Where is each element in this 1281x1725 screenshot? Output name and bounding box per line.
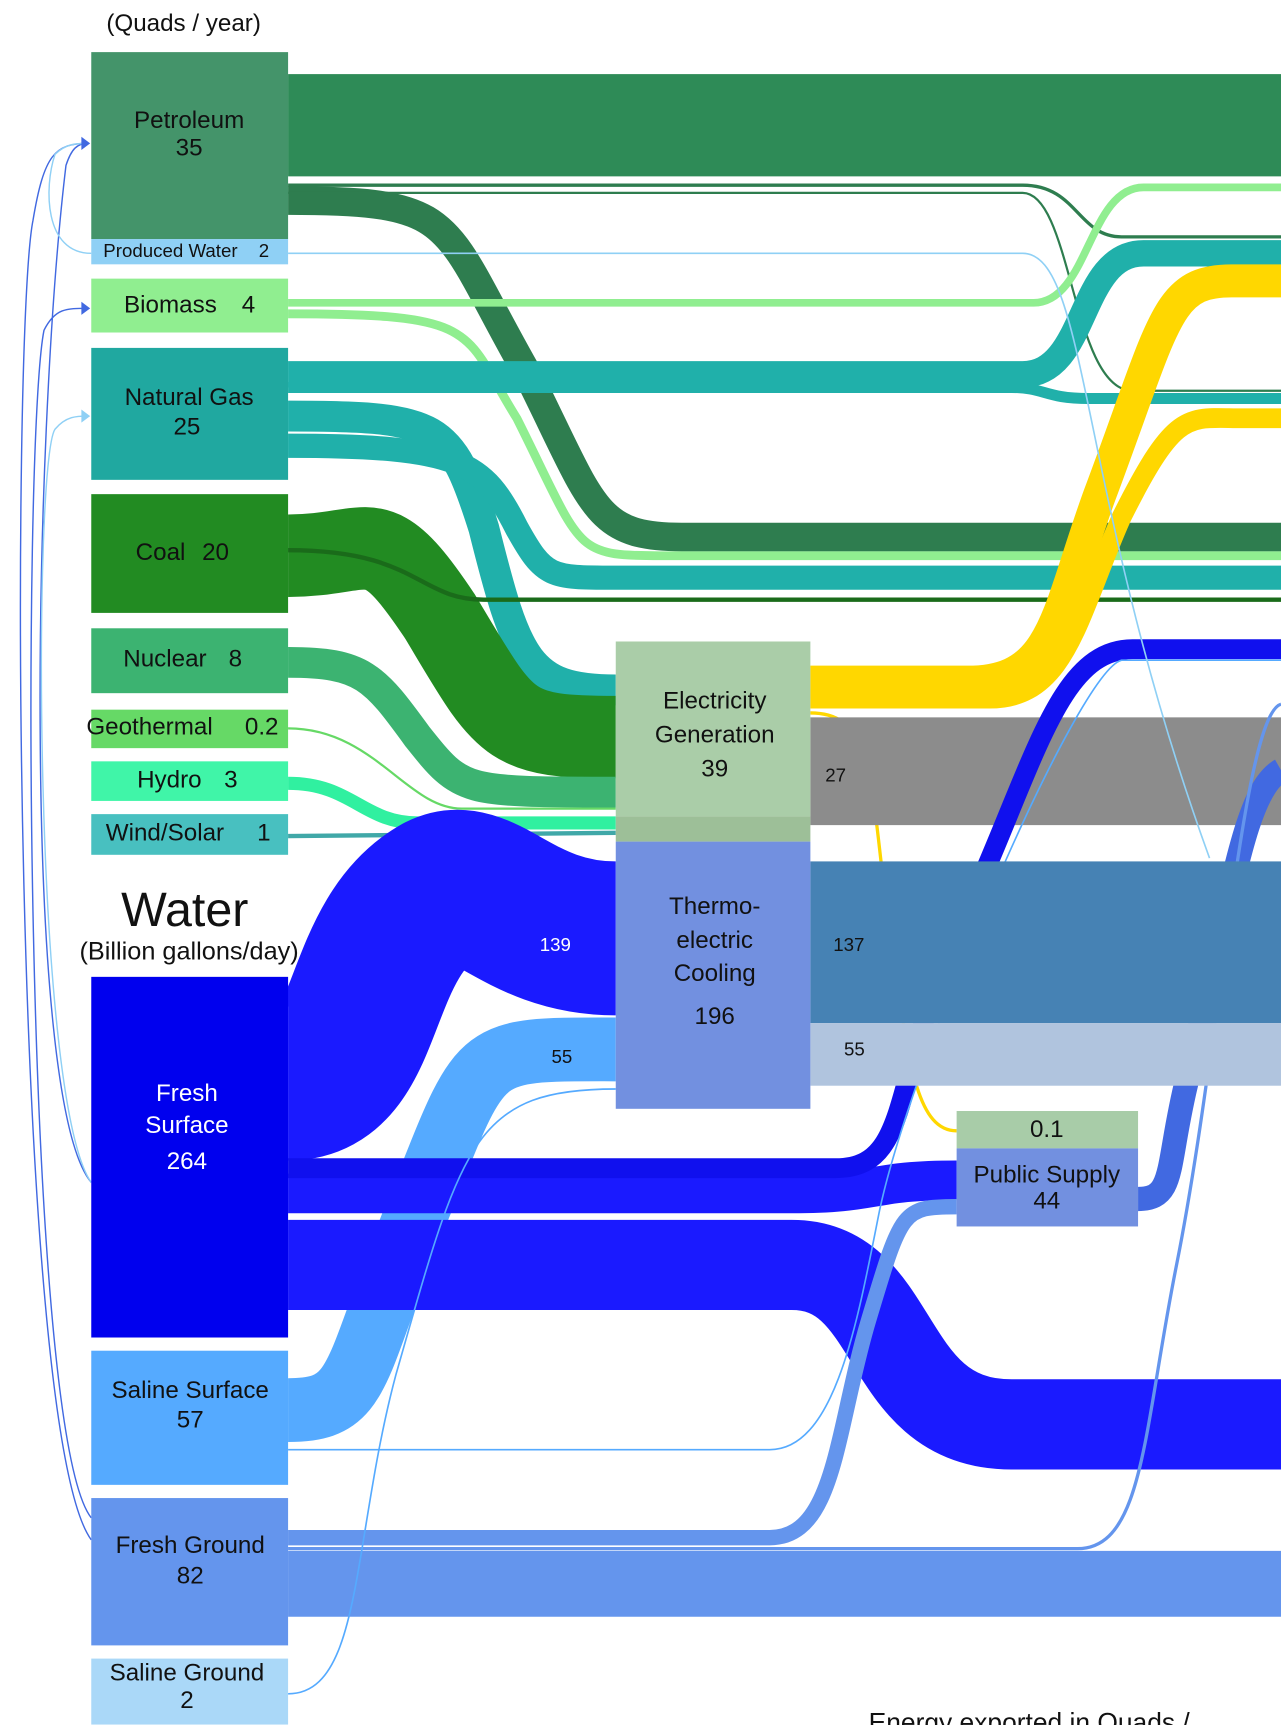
block [91,347,289,480]
flow [288,659,1281,1451]
node-value: 20 [202,539,229,566]
flow [288,400,616,706]
block [91,976,289,1338]
node-label: Coal [136,539,186,566]
water-unit: (Billion gallons/day) [80,937,299,965]
node-value: 1 [257,819,270,846]
block [615,841,811,1109]
flow [288,1219,1281,1470]
flow [288,309,1281,561]
block [91,1498,289,1646]
block [91,239,289,265]
block [91,1658,289,1725]
node-label: Saline Ground [110,1659,265,1686]
flow [30,307,92,1519]
flow-label: 55 [844,1038,865,1059]
flow [288,646,616,808]
flow [288,1198,957,1546]
node-value: 57 [177,1406,204,1433]
node-label: Wind/Solar [106,819,224,846]
block [91,278,289,333]
flow-label: 55 [551,1046,572,1067]
energy-unit: (Quads / year) [106,10,261,37]
flow [288,381,1281,404]
flow [288,183,1281,239]
flow [40,415,92,1183]
node-value: 8 [229,646,242,673]
arrow [81,301,91,315]
node-label: Petroleum [134,107,244,134]
flow-label: 139 [540,934,571,955]
flow [288,1088,616,1695]
node-label: Electricity [663,687,767,714]
block [615,641,811,817]
flow [288,433,1281,590]
node-value: 2 [259,240,269,261]
flow [288,702,1281,1551]
node-value: 25 [173,414,200,441]
block [956,1111,1139,1149]
block [91,52,289,240]
node-label: Biomass [124,292,217,319]
flow [48,142,92,255]
node-label: Fresh Ground [116,1532,265,1559]
block [615,816,811,842]
node-value: 2 [180,1687,193,1714]
flow [287,507,616,779]
node-label: Public Supply [974,1161,1121,1188]
node-value: 0.1 [1030,1116,1064,1143]
node-label: Geothermal [86,714,212,741]
node-label: Surface [145,1112,228,1139]
node-value: 3 [224,767,237,794]
flow [288,727,616,810]
block [956,1148,1139,1227]
flow [19,142,92,1541]
flow [810,264,1281,699]
flow [288,548,1281,602]
flow [288,240,1281,388]
node-value: 39 [701,756,728,783]
footer-note: Energy exported in Quads / [869,1708,1191,1725]
node-value: 4 [242,292,255,319]
flow-label: 137 [833,934,864,955]
block [810,861,1281,1024]
block [288,74,1281,177]
block [91,709,289,749]
water-title: Water [121,883,248,937]
block [91,628,289,694]
node-label: Nuclear [123,646,206,673]
block [91,1350,289,1485]
flow [288,183,1281,307]
flow [39,142,92,1183]
node-label: Natural Gas [125,384,254,411]
block [91,814,289,855]
node-label: Produced Water [103,240,237,261]
flow [288,191,1281,392]
node-value: 35 [176,134,203,161]
node-label: electric [676,927,753,954]
flow-label: 27 [825,765,846,786]
node-value: 82 [177,1563,204,1590]
arrow [81,136,91,150]
block [91,494,289,613]
node-value: 44 [1033,1188,1060,1215]
block [91,761,289,801]
node-value: 0.2 [245,714,279,741]
arrow [81,409,91,423]
flow [810,408,1281,709]
node-value: 264 [167,1148,207,1175]
node-label: Cooling [674,960,756,987]
node-label: Fresh [156,1080,218,1107]
node-label: Saline Surface [112,1377,269,1404]
node-label: Generation [655,721,775,748]
flow [288,1160,957,1214]
node-label: Hydro [137,767,202,794]
flow [271,810,620,1161]
block [810,1023,1281,1086]
node-value: 196 [695,1003,735,1030]
flow [288,252,1211,859]
node-label: Thermo- [669,893,760,920]
